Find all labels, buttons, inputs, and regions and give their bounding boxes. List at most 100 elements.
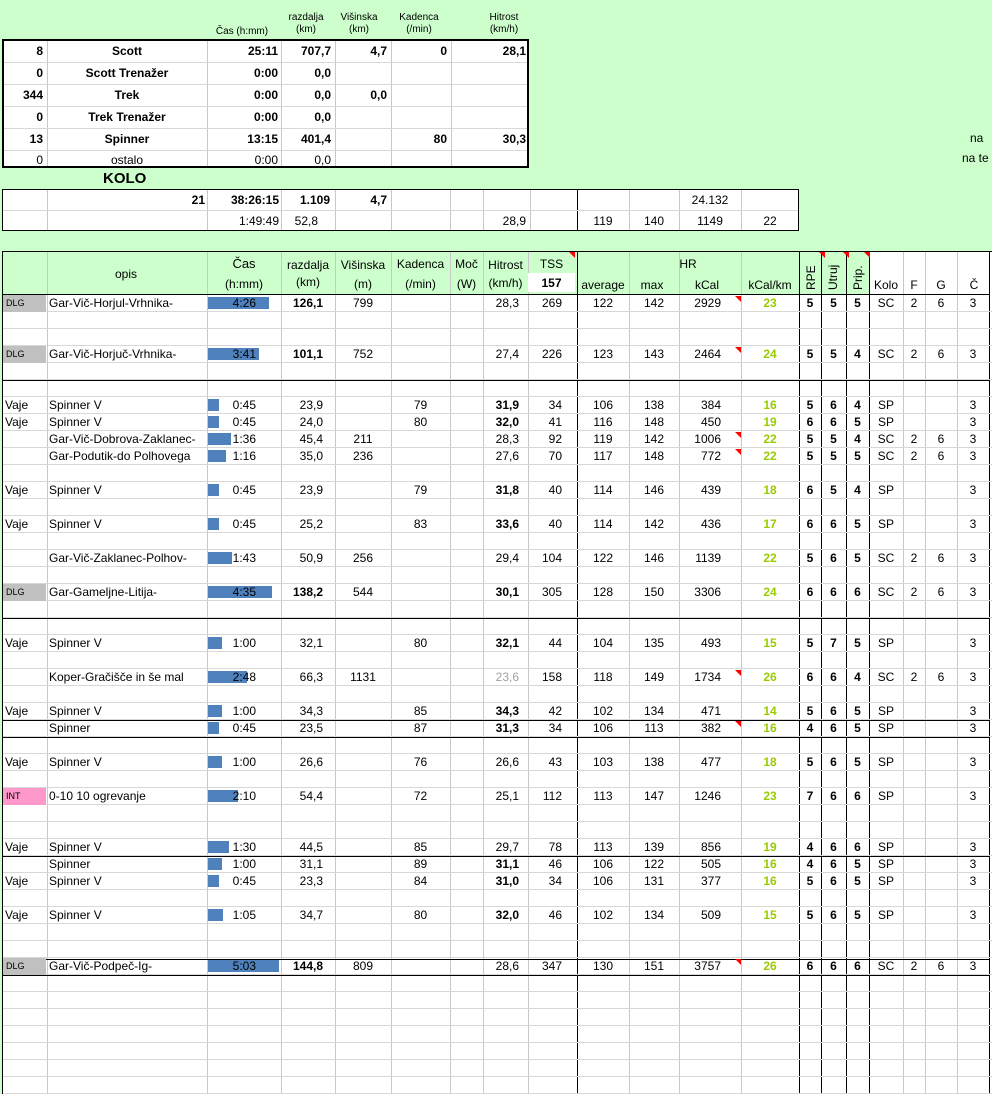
row-kolo: SP [877, 789, 894, 803]
row-cas: 1:36 [232, 432, 256, 446]
row-prip: 6 [854, 959, 861, 973]
row-kcalkm: 16 [763, 398, 777, 412]
row-utruj: 6 [830, 704, 837, 718]
duration-bar [208, 518, 219, 530]
row-opis: 0-10 10 ogrevanje [49, 789, 146, 803]
row-kolo: SC [877, 670, 895, 684]
row-prip: 5 [854, 551, 861, 565]
row-tss: 40 [548, 517, 562, 531]
row-kad [391, 431, 450, 448]
bike-kad [391, 149, 447, 171]
row-f [903, 720, 925, 737]
row-hit: 29,4 [495, 551, 519, 565]
bike-count: 0 [36, 153, 43, 167]
duration-bar [208, 875, 219, 887]
kolo-title: KOLO [103, 170, 147, 187]
bike-cas: 0:00 [253, 88, 278, 102]
hdr-main-tss: TSS [539, 257, 564, 271]
duration-bar [208, 960, 279, 972]
row-c: 3 [969, 398, 977, 412]
row-prip: 5 [854, 874, 861, 888]
row-g [925, 703, 957, 720]
avg-hit: 28,9 [502, 214, 526, 228]
row-km: 26,6 [299, 755, 323, 769]
row-hr-max: 134 [643, 704, 665, 718]
row-hr-max: 146 [643, 551, 665, 565]
row-kad [391, 295, 450, 312]
row-kolo: SC [877, 432, 895, 446]
row-kcalkm: 18 [763, 755, 777, 769]
row-tag: DLG [3, 346, 46, 363]
row-rpe: 7 [806, 789, 814, 803]
row-opis: Spinner V [49, 398, 102, 412]
row-hr-avg: 106 [592, 398, 614, 412]
row-cas: 5:03 [232, 959, 256, 973]
row-tss: 42 [548, 704, 562, 718]
row-hr-max: 143 [643, 347, 665, 361]
row-rpe: 5 [806, 398, 814, 412]
row-cas: 1:00 [232, 755, 256, 769]
avg-hr: 119 [593, 214, 613, 228]
row-prip: 5 [854, 636, 861, 650]
row-kcal: 2929 [694, 296, 721, 310]
row-kcal: 772 [700, 449, 721, 463]
bike-count: 0 [36, 66, 43, 80]
row-cas: 0:45 [232, 874, 256, 888]
row-kolo: SP [877, 704, 894, 718]
duration-bar [208, 552, 232, 564]
row-hr-avg: 122 [592, 296, 614, 310]
row-kcal: 436 [700, 517, 721, 531]
row-hr-max: 113 [644, 721, 664, 735]
row-rpe: 5 [806, 755, 814, 769]
row-kcal: 1006 [694, 432, 721, 446]
row-kad: 85 [413, 704, 428, 718]
row-hr-max: 138 [643, 755, 665, 769]
bike-kad [391, 106, 447, 128]
row-rpe: 6 [806, 517, 814, 531]
row-label: Vaje [5, 874, 29, 888]
row-g [925, 516, 957, 533]
row-f [903, 635, 925, 652]
row-hit: 28,3 [495, 296, 519, 310]
row-vis [335, 839, 391, 856]
avg-km: 52,8 [294, 214, 318, 228]
row-hr-avg: 113 [593, 840, 613, 854]
row-g [925, 873, 957, 890]
row-tss: 305 [541, 585, 562, 599]
row-hr-avg: 106 [592, 857, 614, 871]
row-opis: Spinner V [49, 415, 102, 429]
row-tss: 34 [548, 874, 562, 888]
bike-cas: 0:00 [253, 66, 278, 80]
row-tss: 158 [541, 670, 562, 684]
row-kcal: 1246 [694, 789, 721, 803]
row-label: Vaje [5, 908, 29, 922]
row-kcal: 493 [700, 636, 721, 650]
hdr-visinska: Višinska (km) [340, 12, 378, 35]
row-vis: 799 [352, 296, 374, 310]
row-prip: 5 [854, 908, 861, 922]
row-label: Vaje [5, 517, 29, 531]
row-cas: 2:48 [232, 670, 256, 684]
row-kad: 80 [413, 908, 428, 922]
row-tss: 347 [541, 959, 562, 973]
bike-name: Spinner [104, 132, 150, 146]
row-kad: 79 [413, 398, 428, 412]
totals-table: 21 38:26:15 1.109 4,7 24.132 1:49:49 52,… [2, 189, 799, 231]
bike-name: Scott [112, 44, 142, 58]
row-hit: 32,0 [495, 415, 519, 429]
row-utruj: 6 [830, 721, 837, 735]
row-kad: 76 [413, 755, 428, 769]
row-hit: 31,0 [495, 874, 519, 888]
row-hr-avg: 122 [592, 551, 614, 565]
row-opis: Gar-Gameljne-Litija- [49, 585, 158, 599]
hdr-main-visinska: Višinska [340, 258, 386, 272]
hdr-main-moc-unit: (W) [456, 277, 477, 291]
bike-hit: 30,3 [502, 132, 526, 146]
row-utruj: 6 [830, 551, 837, 565]
row-vis [335, 482, 391, 499]
row-kcal: 856 [700, 840, 721, 854]
row-f [903, 856, 925, 873]
row-label: Vaje [5, 840, 29, 854]
row-prip: 5 [854, 296, 861, 310]
hdr-razdalja: razdalja (km) [288, 12, 324, 35]
